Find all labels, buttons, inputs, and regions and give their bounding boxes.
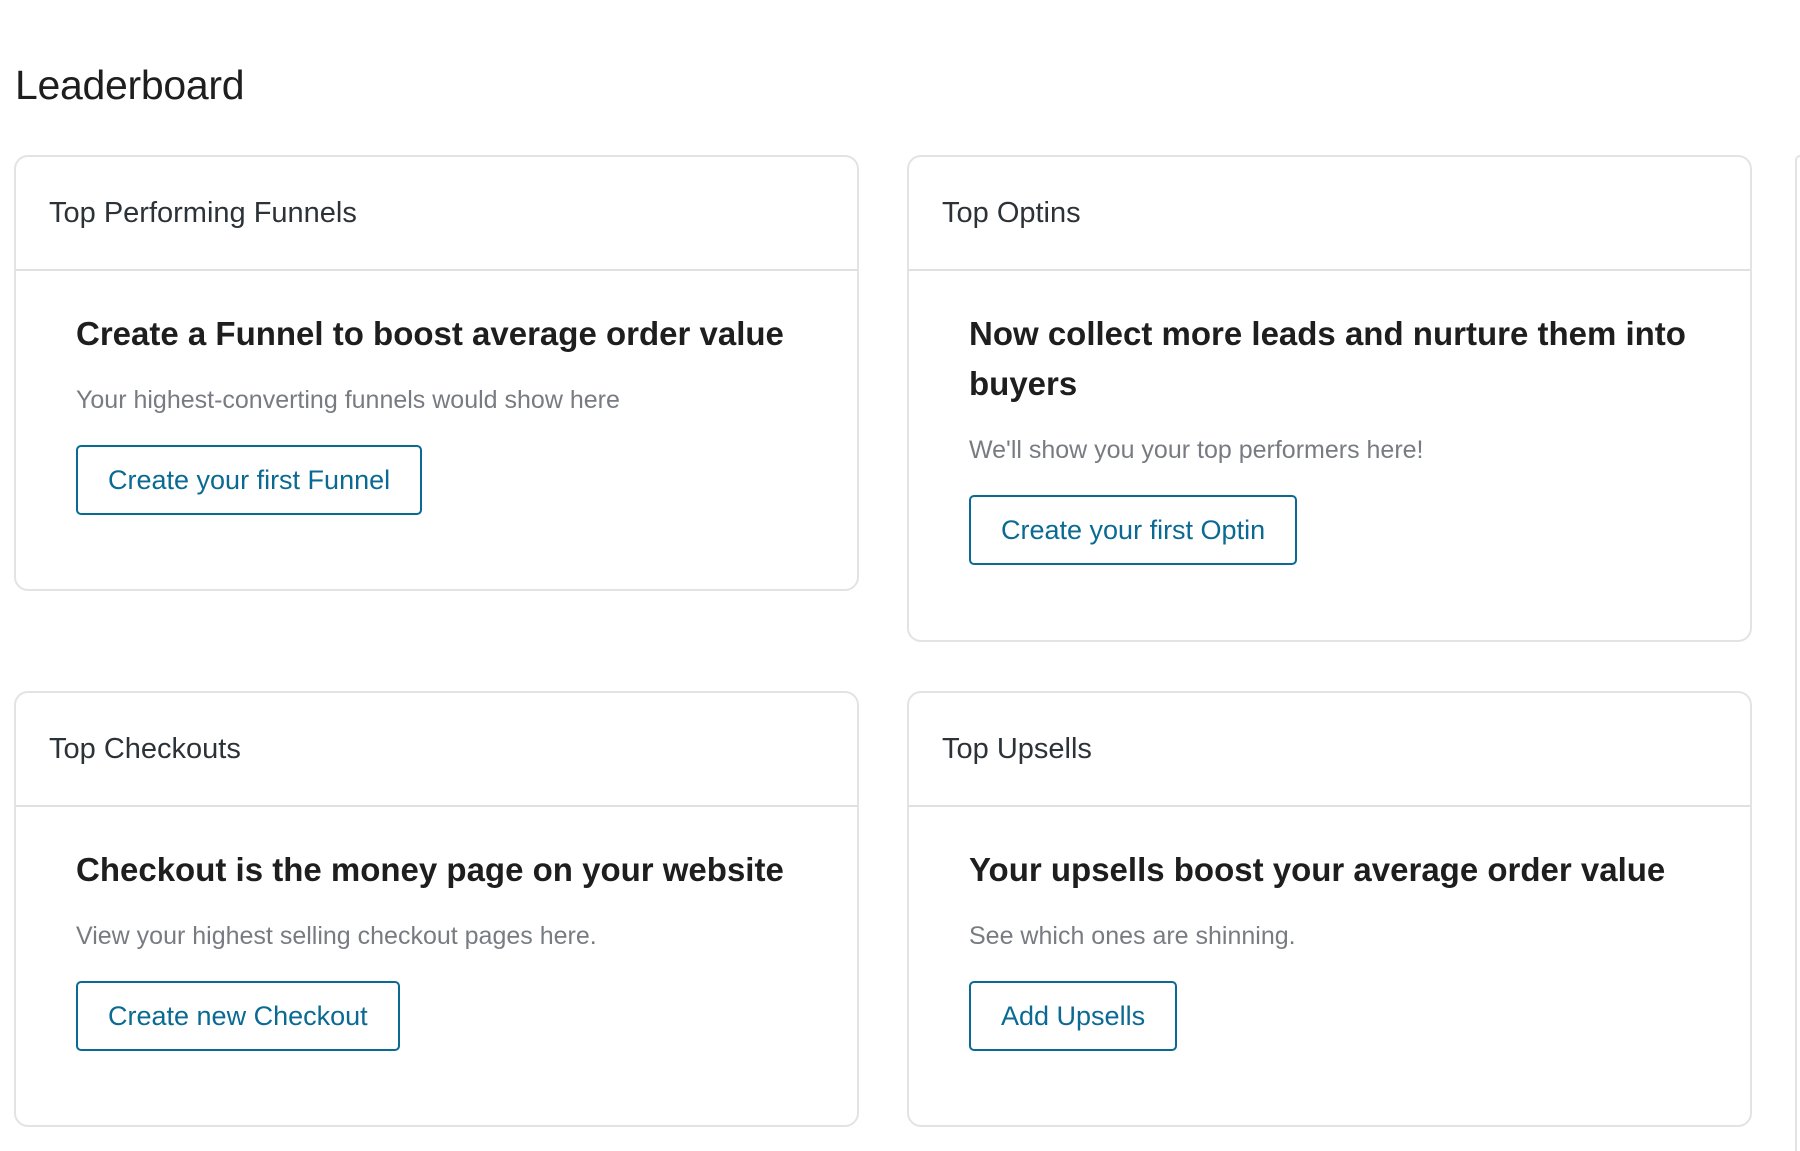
- card-subtitle: See which ones are shinning.: [969, 922, 1296, 950]
- card-title: Top Performing Funnels: [16, 157, 857, 271]
- page-title: Leaderboard: [15, 62, 245, 108]
- card-partial-edge: [1795, 155, 1800, 1151]
- card-heading: Your upsells boost your average order va…: [969, 851, 1666, 888]
- card-heading: Checkout is the money page on your websi…: [76, 851, 784, 888]
- create-new-checkout-button[interactable]: Create new Checkout: [76, 981, 400, 1051]
- card-top-optins: Top Optins Now collect more leads and nu…: [907, 155, 1752, 642]
- card-title: Top Optins: [909, 157, 1750, 271]
- create-first-optin-button[interactable]: Create your first Optin: [969, 495, 1298, 565]
- create-first-funnel-button[interactable]: Create your first Funnel: [76, 445, 423, 515]
- card-top-checkouts: Top Checkouts Checkout is the money page…: [14, 691, 859, 1127]
- card-subtitle: We'll show you your top performers here!: [969, 436, 1424, 464]
- card-top-upsells: Top Upsells Your upsells boost your aver…: [907, 691, 1752, 1127]
- card-heading: Now collect more leads and nurture them …: [969, 315, 1686, 402]
- card-heading: Create a Funnel to boost average order v…: [76, 315, 784, 352]
- add-upsells-button[interactable]: Add Upsells: [969, 981, 1178, 1051]
- card-subtitle: View your highest selling checkout pages…: [76, 922, 597, 950]
- card-title: Top Upsells: [909, 693, 1750, 807]
- card-top-performing-funnels: Top Performing Funnels Create a Funnel t…: [14, 155, 859, 591]
- card-title: Top Checkouts: [16, 693, 857, 807]
- card-subtitle: Your highest-converting funnels would sh…: [76, 386, 620, 414]
